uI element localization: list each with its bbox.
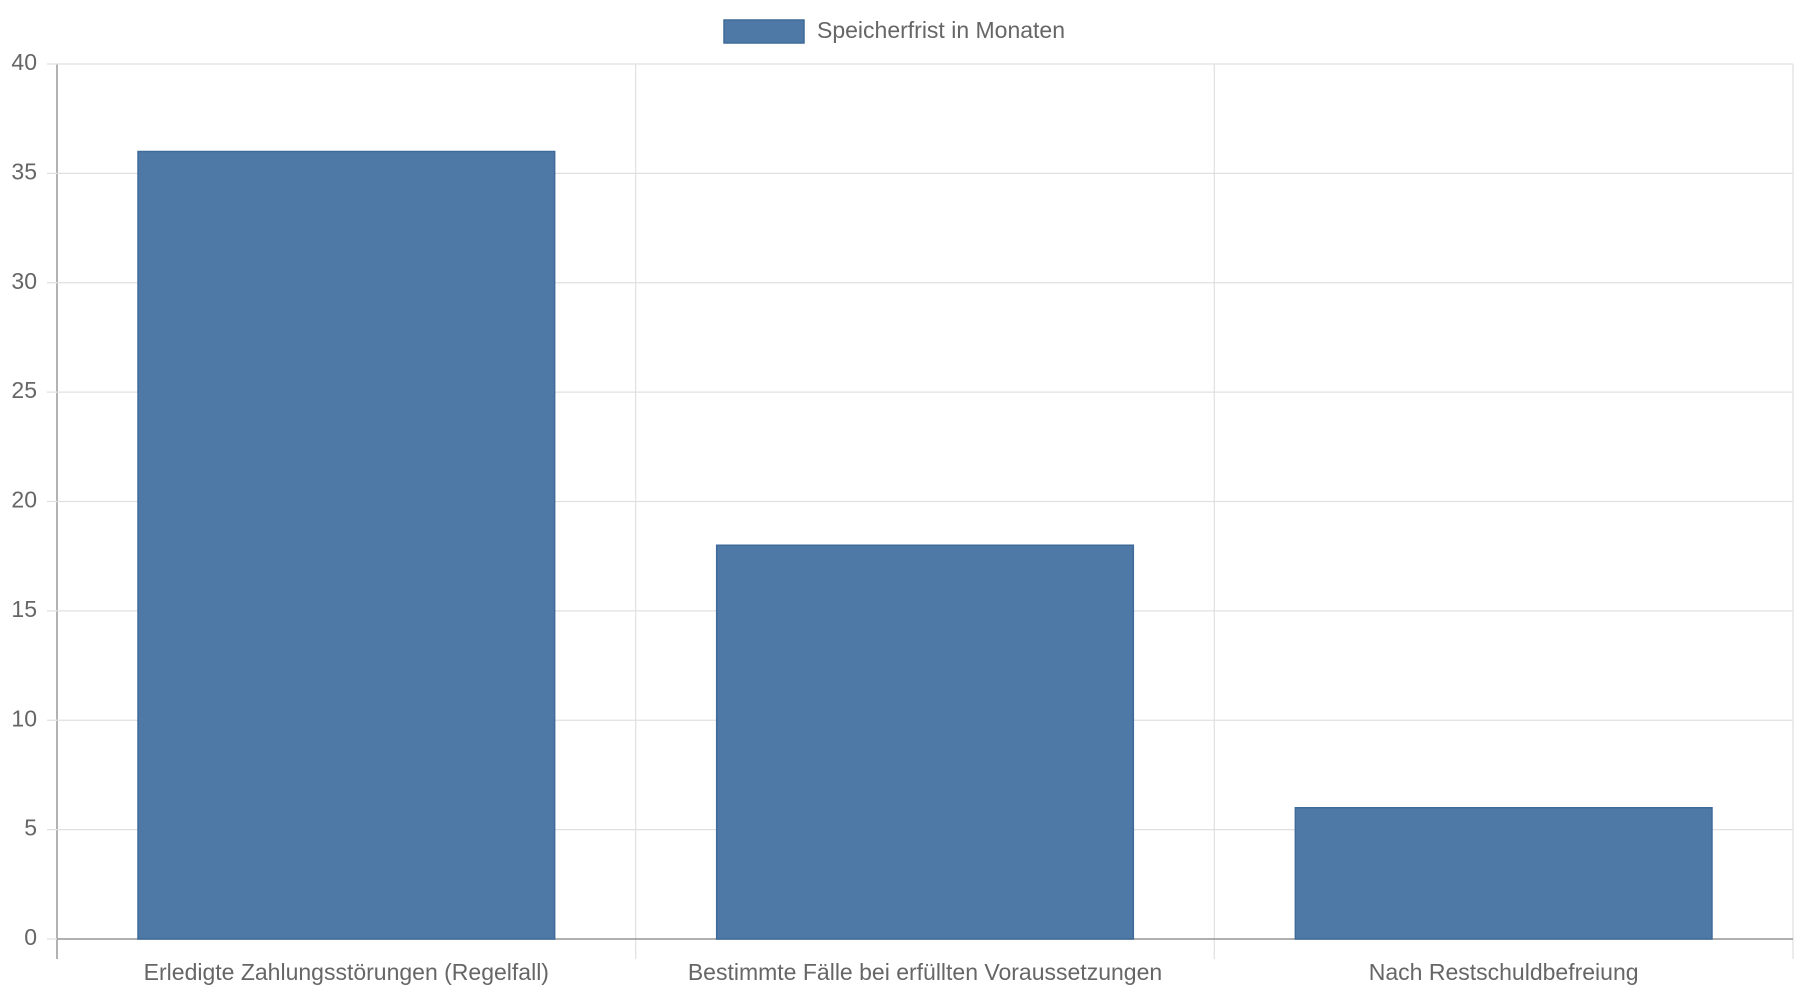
x-tick-label: Nach Restschuldbefreiung	[1369, 959, 1639, 985]
y-tick-label: 20	[11, 487, 37, 513]
x-tick-label: Bestimmte Fälle bei erfüllten Voraussetz…	[688, 959, 1162, 985]
y-tick-label: 40	[11, 49, 37, 75]
bar	[715, 544, 1135, 940]
y-tick-label: 10	[11, 705, 37, 731]
y-tick-label: 5	[24, 815, 37, 841]
y-tick-label: 25	[11, 377, 37, 403]
y-tick-label: 15	[11, 596, 37, 622]
bar	[1294, 807, 1713, 940]
y-tick-label: 30	[11, 268, 37, 294]
legend-swatch	[723, 19, 805, 44]
y-tick-label: 0	[24, 924, 37, 950]
x-tick-label: Erledigte Zahlungsstörungen (Regelfall)	[144, 959, 549, 985]
bar	[137, 150, 556, 940]
y-tick-label: 35	[11, 158, 37, 184]
legend-label: Speicherfrist in Monaten	[817, 17, 1065, 43]
